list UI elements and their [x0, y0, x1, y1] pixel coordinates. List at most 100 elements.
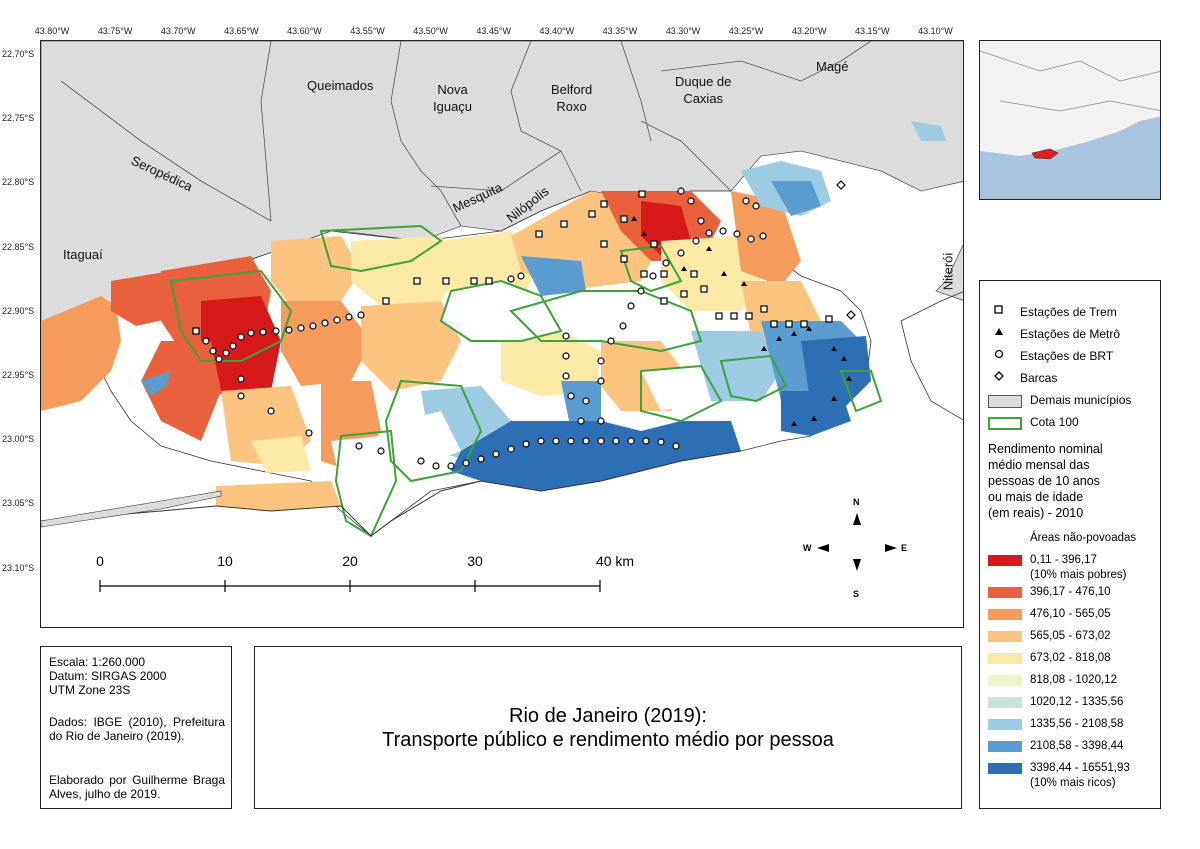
legend-brt-label: Estações de BRT [1020, 349, 1114, 363]
class-range: 565,05 - 673,02 [1030, 630, 1111, 642]
longitude-label: 43.80°W [34, 26, 70, 36]
latitude-label: 23.05°S [2, 498, 35, 509]
class-range: 0,11 - 396,17 [1030, 554, 1097, 566]
legend-class-row: 565,05 - 673,02 [988, 629, 1111, 644]
longitude-label: 43.25°W [728, 26, 764, 36]
legend-class-row: 1335,56 - 2108,58 [988, 717, 1123, 732]
map-title: Rio de Janeiro (2019): Transporte públic… [255, 704, 961, 752]
legend-heading-line3: pessoas de 10 anos [988, 474, 1100, 488]
legend-heading: Rendimento nominal médio mensal das pess… [988, 441, 1158, 521]
municipal-borders [60, 41, 872, 227]
class-text: 2108,58 - 3398,44 [1030, 739, 1123, 754]
scale-end-label: 40 km [595, 553, 635, 569]
locator-inset[interactable] [979, 40, 1161, 200]
longitude-label: 43.65°W [223, 26, 259, 36]
legend-heading-line2: médio mensal das [988, 458, 1090, 472]
scale-tick-20: 20 [342, 553, 358, 569]
class-text: 476,10 - 565,05 [1030, 607, 1111, 622]
class-text: 1020,12 - 1335,56 [1030, 695, 1123, 710]
info-dados: Dados: IBGE (2010), Prefeitura do Rio de… [49, 715, 225, 743]
info-utm: UTM Zone 23S [49, 683, 131, 697]
longitude-label: 43.70°W [160, 26, 196, 36]
legend-barcas: Barcas [988, 371, 1057, 385]
label-nova-iguacu-line2: Iguaçu [433, 99, 473, 114]
legend-class-row: 1020,12 - 1335,56 [988, 695, 1123, 710]
label-nova-iguacu-line1: Nova [437, 82, 468, 97]
scale-tick-0: 0 [96, 553, 104, 569]
class-range: 396,17 - 476,10 [1030, 586, 1111, 598]
class-text: 818,08 - 1020,12 [1030, 673, 1117, 688]
longitude-label: 43.35°W [602, 26, 638, 36]
legend: Estações de Trem Estações de Metrô Estaç… [979, 280, 1161, 809]
label-niteroi: Niterói [940, 252, 956, 291]
latitude-label: 22.90°S [2, 305, 35, 316]
legend-train-label: Estações de Trem [1020, 305, 1117, 319]
label-duque-line1: Duque de [675, 74, 732, 89]
class-swatch [988, 763, 1022, 774]
scale-tick-10: 10 [217, 553, 233, 569]
scale-tick-30: 30 [467, 553, 483, 569]
unpopulated-areas [331, 281, 711, 486]
class-text: 396,17 - 476,10 [1030, 585, 1111, 600]
longitude-label: 43.60°W [287, 26, 322, 36]
legend-class-row: 818,08 - 1020,12 [988, 673, 1117, 688]
latitude-label: 23.10°S [2, 562, 35, 573]
longitude-label: 43.10°W [918, 26, 953, 36]
legend-heading-line5: (em reais) - 2010 [988, 506, 1084, 520]
class-text: 0,11 - 396,17 (10% mais pobres) [1030, 553, 1127, 583]
info-elaborado: Elaborado por Guilherme Braga Alves, jul… [49, 773, 225, 801]
triangle-icon [988, 327, 1010, 337]
latitude-label: 23.00°S [2, 434, 35, 445]
brt-stations [192, 187, 767, 470]
class-swatch [988, 555, 1022, 566]
label-belford-roxo-line2: Roxo [556, 99, 587, 114]
class-swatch [988, 631, 1022, 642]
label-itaguai: Itaguaí [63, 247, 103, 262]
class-range: 673,02 - 818,08 [1030, 652, 1111, 664]
latitude-label: 22.85°S [2, 241, 35, 252]
compass-n: N [853, 497, 860, 507]
class-range: 1020,12 - 1335,56 [1030, 696, 1124, 708]
class-swatch [988, 741, 1022, 752]
legend-class-row: 396,17 - 476,10 [988, 585, 1111, 600]
legend-brt: Estações de BRT [988, 349, 1113, 363]
class-text: 673,02 - 818,08 [1030, 651, 1111, 666]
class-range: 2108,58 - 3398,44 [1030, 740, 1124, 752]
inset-ocean [980, 116, 1160, 199]
info-box: Escala: 1:260.000 Datum: SIRGAS 2000 UTM… [40, 646, 232, 809]
demais-swatch [988, 395, 1022, 408]
class-swatch [988, 697, 1022, 708]
map-title-line1: Rio de Janeiro (2019): [509, 705, 707, 727]
legend-metro: Estações de Metrô [988, 327, 1120, 341]
info-datum: Datum: SIRGAS 2000 [49, 669, 167, 683]
class-swatch [988, 587, 1022, 598]
class-range: 1335,56 - 2108,58 [1030, 718, 1124, 730]
label-mage: Magé [816, 59, 849, 74]
legend-heading-line4: ou mais de idade [988, 490, 1084, 504]
main-map[interactable]: Queimados Nova Iguaçu Belford Roxo Duque… [40, 40, 964, 628]
cota-swatch [988, 417, 1022, 430]
inset-rio-highlight [1031, 148, 1059, 160]
latitude-label: 22.95°S [2, 370, 35, 380]
income-choropleth [41, 121, 946, 511]
class-swatch [988, 675, 1022, 686]
latitude-label: 22.70°S [2, 49, 35, 59]
longitude-label: 43.75°W [97, 26, 133, 36]
circle-icon [988, 349, 1010, 359]
longitude-label: 43.40°W [539, 26, 575, 36]
class-note: (10% mais ricos) [1030, 777, 1116, 789]
class-range: 818,08 - 1020,12 [1030, 674, 1117, 686]
legend-cota-label: Cota 100 [1030, 415, 1079, 429]
info-escala: Escala: 1:260.000 [49, 655, 146, 669]
label-duque-de-caxias: Duque de Caxias [675, 73, 731, 107]
title-box: Rio de Janeiro (2019): Transporte públic… [254, 646, 962, 809]
legend-demais: Demais municípios [988, 393, 1131, 408]
scale-bar [99, 580, 601, 592]
longitude-label: 43.50°W [413, 26, 448, 36]
legend-class-row: 673,02 - 818,08 [988, 651, 1111, 666]
latitude-label: 22.80°S [2, 177, 35, 188]
legend-class-row: 0,11 - 396,17 (10% mais pobres) [988, 553, 1127, 583]
class-swatch [988, 609, 1022, 620]
compass-rose [817, 513, 897, 571]
legend-class-row: 476,10 - 565,05 [988, 607, 1111, 622]
